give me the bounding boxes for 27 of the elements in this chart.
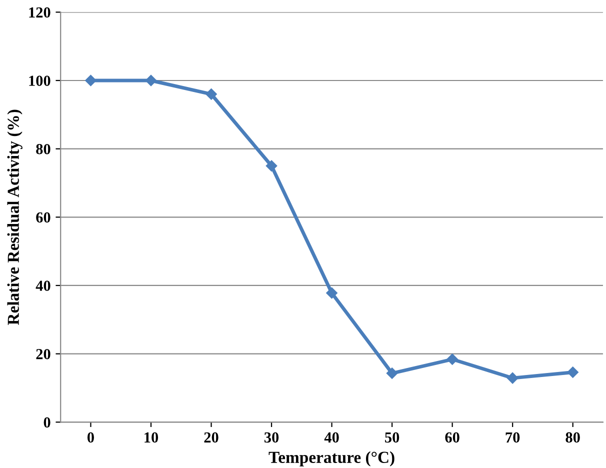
point bbox=[206, 88, 217, 100]
y-tick-label: 0 bbox=[44, 417, 50, 428]
x-tick-label: 20 bbox=[204, 432, 218, 443]
x-axis-title: Temperature (°C) bbox=[268, 451, 394, 466]
point bbox=[85, 74, 96, 86]
point bbox=[145, 74, 157, 86]
x-tick-label: 60 bbox=[445, 432, 460, 443]
y-tick-label: 120 bbox=[29, 7, 50, 18]
y-tick-label: 80 bbox=[36, 144, 50, 154]
y-tick-label: 100 bbox=[29, 76, 50, 86]
x-tick-label: 30 bbox=[264, 432, 279, 443]
x-tick-label: 40 bbox=[324, 432, 339, 443]
x-tick-label: 50 bbox=[385, 432, 400, 443]
x-tick-label: 70 bbox=[506, 432, 520, 443]
point bbox=[567, 366, 578, 378]
point bbox=[386, 368, 398, 379]
x-tick-label: 0 bbox=[87, 432, 94, 443]
point bbox=[266, 160, 278, 172]
x-tick-label: 10 bbox=[144, 432, 158, 443]
x-tick-label: 80 bbox=[566, 432, 580, 443]
point bbox=[446, 354, 458, 365]
point bbox=[506, 372, 518, 384]
y-tick-label: 40 bbox=[36, 280, 50, 291]
y-tick-label: 20 bbox=[36, 348, 50, 360]
y-tick-label: 60 bbox=[36, 212, 50, 223]
point bbox=[326, 287, 338, 299]
y-axis-title: Relative Residual Activity (%) bbox=[7, 110, 22, 325]
